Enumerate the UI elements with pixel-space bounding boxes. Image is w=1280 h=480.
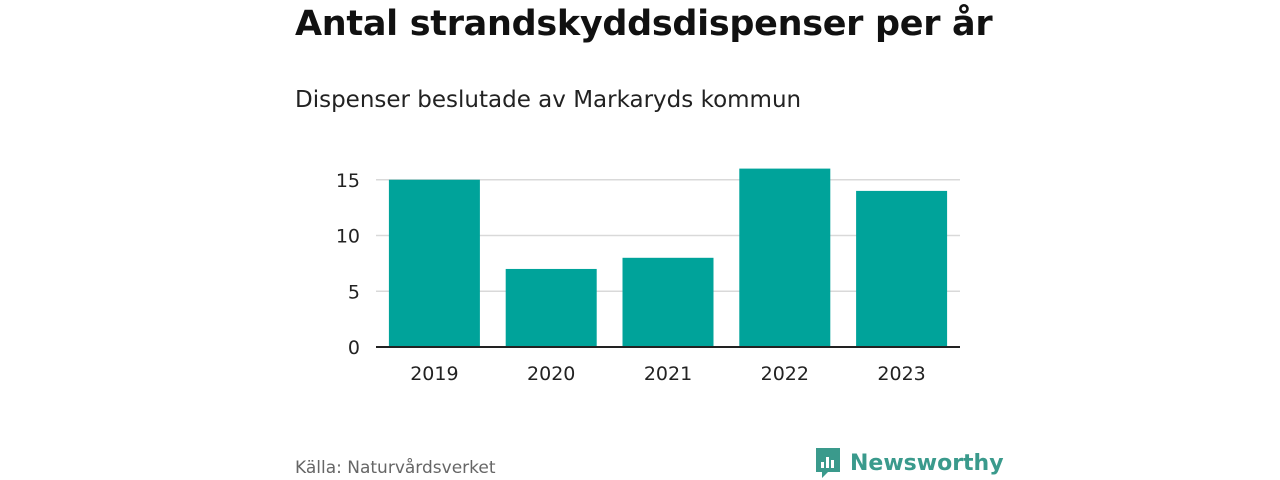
chart-subtitle: Dispenser beslutade av Markaryds kommun xyxy=(295,87,802,113)
bar-2020 xyxy=(505,268,597,347)
source-note: Källa: Naturvårdsverket xyxy=(295,458,496,478)
x-tick-label-2022: 2022 xyxy=(761,363,809,385)
x-tick-label-2019: 2019 xyxy=(410,363,458,385)
x-tick-label-2021: 2021 xyxy=(644,363,692,385)
x-tick-label-2020: 2020 xyxy=(527,363,575,385)
brand-logo[interactable]: Newsworthy xyxy=(814,446,1004,480)
x-tick-label-2023: 2023 xyxy=(877,363,925,385)
y-tick-label-5: 5 xyxy=(348,281,360,303)
y-tick-label-15: 15 xyxy=(336,170,360,192)
y-tick-label-10: 10 xyxy=(336,226,360,248)
newsworthy-logo-icon xyxy=(816,448,840,478)
bar-2022 xyxy=(739,168,831,347)
chart-title: Antal strandskyddsdispenser per år xyxy=(295,4,993,44)
brand-name: Newsworthy xyxy=(850,450,1004,476)
bar-2021 xyxy=(622,257,714,347)
bar-2023 xyxy=(856,190,948,347)
y-tick-label-0: 0 xyxy=(348,337,360,359)
bar-2019 xyxy=(388,179,480,347)
